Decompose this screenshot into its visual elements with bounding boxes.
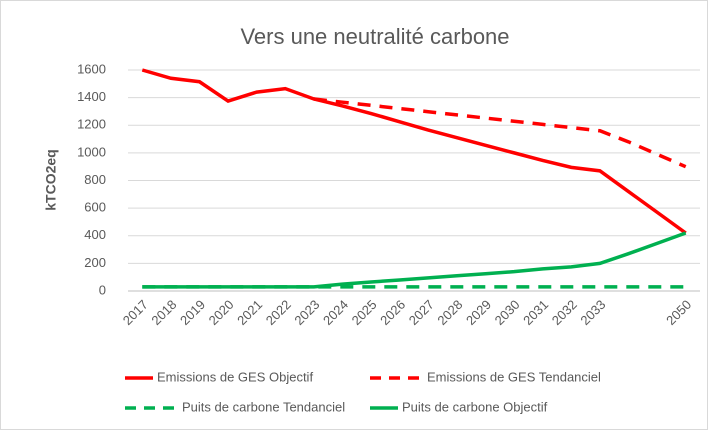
y-tick-label: 200 bbox=[84, 255, 106, 270]
y-tick-label: 400 bbox=[84, 227, 106, 242]
series-line bbox=[313, 97, 687, 169]
y-tick-label: 1400 bbox=[77, 89, 106, 104]
legend-label: Emissions de GES Tendanciel bbox=[427, 369, 601, 384]
y-tick-label: 0 bbox=[99, 282, 106, 297]
y-tick-label: 1000 bbox=[77, 144, 106, 159]
legend-label: Puits de carbone Tendanciel bbox=[182, 399, 345, 414]
y-tick-label: 800 bbox=[84, 172, 106, 187]
y-axis-title: kTCO2eq bbox=[43, 149, 59, 210]
series-line bbox=[142, 231, 687, 289]
legend-label: Puits de carbone Objectif bbox=[402, 399, 548, 414]
series-line bbox=[141, 68, 687, 235]
y-tick-label: 1200 bbox=[77, 117, 106, 132]
y-tick-label: 1600 bbox=[77, 61, 106, 76]
legend-label: Emissions de GES Objectif bbox=[157, 369, 313, 384]
y-tick-label: 600 bbox=[84, 200, 106, 215]
chart-title: Vers une neutralité carbone bbox=[240, 24, 509, 49]
